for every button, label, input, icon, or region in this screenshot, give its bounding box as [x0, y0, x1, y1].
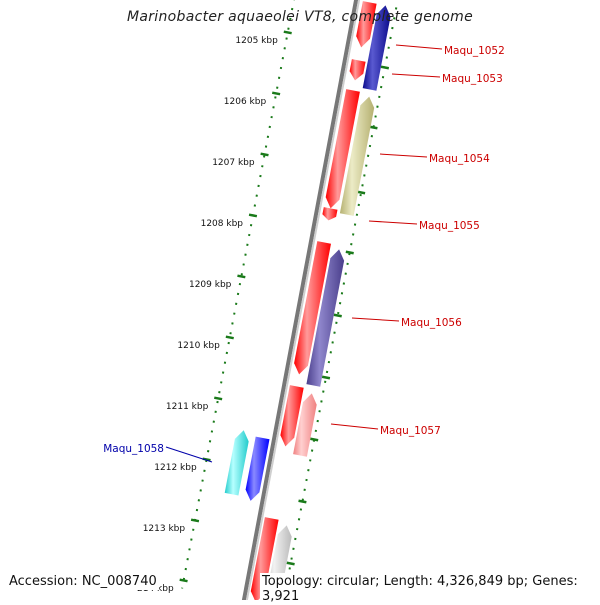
gene-callout-line [351, 317, 400, 322]
accession-text: Accession: NC_008740 [7, 573, 159, 590]
gene-label: Maqu_1056 [401, 317, 462, 329]
ruler-tick [190, 518, 200, 523]
ruler-tick-label: 1210 kbp [177, 341, 220, 351]
cds-red-arrow [250, 517, 279, 600]
outer-track-tick [356, 190, 366, 195]
outer-track-tick [333, 313, 342, 318]
gene-maqu-1052 [362, 5, 391, 91]
genome-backbone-shadow [245, 0, 361, 600]
gene-callout-line [395, 44, 443, 50]
ruler-tick-label: 1209 kbp [189, 280, 232, 290]
gene-label: Maqu_1055 [419, 220, 480, 232]
outer-track-tick [298, 499, 307, 504]
gene-callout-line [165, 446, 213, 463]
map-title: Marinobacter aquaeolei VT8, complete gen… [126, 9, 474, 25]
genome-stats-text: Topology: circular; Length: 4,326,849 bp… [260, 573, 600, 605]
cds-red-arrow [356, 1, 377, 48]
outer-track-tick [321, 375, 331, 380]
ruler-tick-label: 1213 kbp [143, 524, 186, 534]
ruler-tick [283, 30, 292, 35]
gene-label: Maqu_1052 [444, 45, 505, 57]
gene-callout-line [391, 73, 441, 78]
outer-track-tick [369, 125, 378, 130]
ruler-tick [214, 396, 223, 401]
outer-track-tick [286, 561, 295, 566]
ruler-tick [179, 578, 188, 583]
ruler-tick [271, 91, 281, 96]
gene-maqu-1054 [339, 96, 375, 216]
ruler-tick-label: 1207 kbp [212, 158, 255, 168]
gene-callout-line [368, 220, 418, 225]
gene-callout-line [379, 153, 428, 158]
gene-maqu-1058-inner [245, 436, 270, 501]
gene-label: Maqu_1058 [103, 443, 164, 455]
ruler-tick-label: 1212 kbp [154, 463, 197, 473]
cds-red-arrow [322, 207, 338, 221]
gene-maqu-1058-outer [224, 430, 249, 496]
ruler-tick-label: 1206 kbp [224, 97, 267, 107]
outer-track-tick [345, 250, 354, 255]
genome-backbone [241, 0, 359, 600]
gene-label: Maqu_1053 [442, 73, 503, 85]
outer-track-dotted-line [282, 7, 398, 600]
cds-red-arrow [294, 241, 331, 375]
cds-red-arrow [280, 385, 304, 447]
cds-red-arrow [349, 59, 366, 81]
ruler-dotted-line [181, 0, 295, 589]
gene-maqu-1057 [293, 393, 317, 457]
gene-label: Maqu_1057 [380, 425, 441, 437]
ruler-tick [260, 152, 269, 157]
ruler-tick [225, 335, 234, 340]
gene-label: Maqu_1054 [429, 153, 490, 165]
outer-track-tick [380, 65, 390, 70]
ruler-tick-label: 1208 kbp [201, 219, 244, 229]
gene-callout-line [330, 423, 379, 430]
ruler-tick [237, 274, 246, 279]
cds-red-arrow [325, 89, 360, 209]
ruler-tick [248, 213, 258, 218]
outer-track-tick [310, 437, 319, 442]
gene-maqu-1056 [306, 249, 345, 387]
ruler-tick-label: 1211 kbp [166, 402, 209, 412]
ruler-tick-label: 1205 kbp [235, 36, 278, 46]
